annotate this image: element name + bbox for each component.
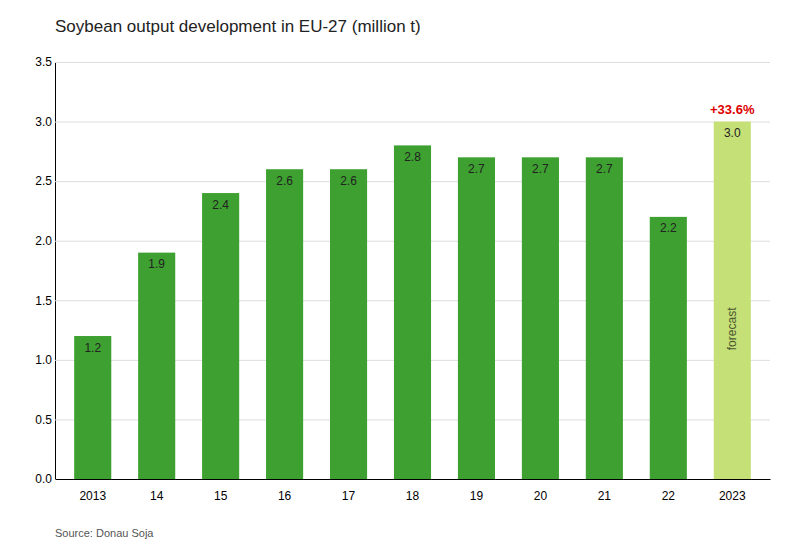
bar (458, 157, 495, 479)
x-tick-label: 22 (662, 489, 676, 503)
y-axis-line (56, 63, 771, 480)
y-tick-label: 2.5 (35, 174, 52, 188)
data-label: 3.0 (724, 126, 741, 140)
x-tick: 22 (662, 489, 676, 503)
bar (586, 157, 623, 479)
grid-line (55, 479, 770, 480)
x-tick: 14 (150, 489, 164, 503)
y-tick-label: 1.5 (35, 294, 52, 308)
x-tick-label: 21 (598, 489, 612, 503)
data-label: 2.6 (276, 174, 293, 188)
data-label: 2.7 (468, 162, 485, 176)
bar (202, 193, 239, 479)
bar (74, 336, 111, 479)
data-label: 1.9 (148, 257, 165, 271)
bar (394, 145, 431, 479)
bar (330, 169, 367, 479)
data-labels: 1.2 1.9 2.4 2.6 2.6 2.8 2.7 2.7 2.7 2.2 3.0 (84, 126, 741, 354)
y-tick-label: 0.0 (35, 472, 52, 486)
x-tick-label: 2013 (79, 489, 106, 503)
x-axis-line (56, 479, 771, 480)
bar (266, 169, 303, 479)
bar (138, 253, 175, 479)
x-tick-label: 15 (214, 489, 228, 503)
x-tick: 19 (470, 489, 484, 503)
x-tick: 2013 (79, 489, 106, 503)
source-note: Source: Donau Soja (55, 527, 154, 539)
x-tick-label: 2023 (719, 489, 746, 503)
grid-line (55, 122, 770, 123)
plot-area: 0.0 0.5 1.0 1.5 2.0 2.5 3.0 3.5 2013 14 15 16 17 18 19… (35, 55, 770, 503)
x-tick-label: 19 (470, 489, 484, 503)
x-tick: 20 (534, 489, 548, 503)
x-tick-label: 18 (406, 489, 420, 503)
x-tick-label: 17 (342, 489, 356, 503)
x-tick: 21 (598, 489, 612, 503)
forecast-label: forecast (725, 307, 739, 350)
y-tick-label: 3.0 (35, 115, 52, 129)
annotations: forecast +33.6% (710, 102, 755, 351)
y-tick-label: 1.0 (35, 353, 52, 367)
bars (74, 122, 751, 479)
data-label: 2.4 (212, 198, 229, 212)
bar (522, 157, 559, 479)
bar (714, 122, 751, 479)
x-tick: 16 (278, 489, 292, 503)
chart-container: 0.0 0.5 1.0 1.5 2.0 2.5 3.0 3.5 2013 14 15 16 17 18 19… (0, 0, 800, 551)
data-label: 2.7 (596, 162, 613, 176)
chart-svg: 0.0 0.5 1.0 1.5 2.0 2.5 3.0 3.5 2013 14 15 16 17 18 19… (0, 0, 800, 551)
x-tick: 2023 (719, 489, 746, 503)
forecast-pct: +33.6% (710, 102, 755, 117)
y-tick: 3.0 (35, 115, 770, 129)
data-label: 2.8 (404, 150, 421, 164)
chart-title: Soybean output development in EU-27 (mil… (55, 17, 421, 36)
x-tick-label: 20 (534, 489, 548, 503)
x-tick: 18 (406, 489, 420, 503)
data-label: 1.2 (84, 341, 101, 355)
data-label: 2.2 (660, 221, 677, 235)
data-label: 2.7 (532, 162, 549, 176)
x-axis: 2013 14 15 16 17 18 19 20 21 22 2023 (56, 480, 771, 504)
data-label: 2.6 (340, 174, 357, 188)
y-tick-label: 0.5 (35, 413, 52, 427)
y-tick: 3.5 (35, 55, 770, 69)
y-axis: 0.0 0.5 1.0 1.5 2.0 2.5 3.0 3.5 (35, 55, 770, 486)
x-tick: 17 (342, 489, 356, 503)
bar (650, 217, 687, 479)
y-tick-label: 3.5 (35, 55, 52, 69)
y-tick-label: 2.0 (35, 234, 52, 248)
grid-line (55, 62, 770, 63)
x-tick: 15 (214, 489, 228, 503)
x-tick-label: 16 (278, 489, 292, 503)
x-tick-label: 14 (150, 489, 164, 503)
